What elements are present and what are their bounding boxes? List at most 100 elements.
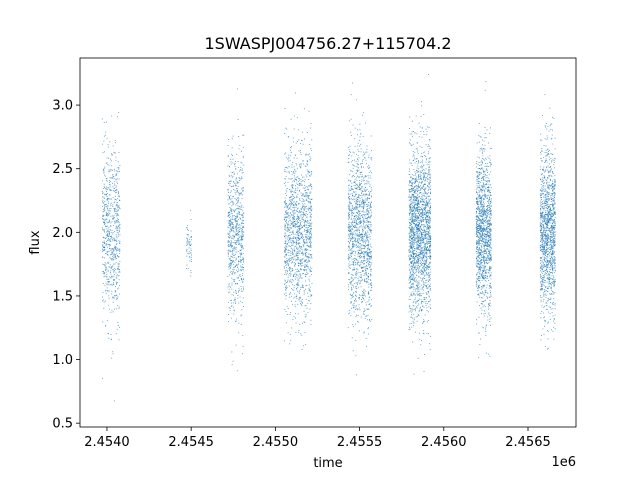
data-point (240, 218, 241, 220)
data-point (301, 262, 303, 264)
data-point (115, 248, 117, 250)
data-point (367, 214, 369, 215)
data-point (108, 304, 110, 306)
data-point (351, 228, 353, 230)
data-point (357, 218, 358, 219)
data-point (285, 203, 287, 205)
data-point (416, 199, 418, 201)
data-point (112, 176, 114, 178)
data-point (305, 206, 307, 208)
data-point (350, 180, 352, 182)
data-point (352, 269, 354, 270)
data-point (308, 269, 310, 271)
data-point (235, 220, 236, 222)
data-point (363, 236, 365, 238)
data-point (297, 303, 299, 305)
data-point (413, 211, 415, 213)
data-point (116, 213, 118, 215)
data-point (362, 190, 363, 192)
data-point (363, 245, 365, 247)
data-point (107, 163, 109, 165)
data-point (359, 204, 361, 205)
data-point (104, 275, 106, 277)
data-point (117, 234, 119, 236)
data-point (364, 157, 366, 159)
data-point (369, 170, 371, 172)
data-point (109, 184, 111, 186)
data-point (288, 274, 290, 276)
data-point (350, 238, 352, 240)
data-point (419, 237, 421, 239)
data-point (420, 277, 421, 279)
data-point (241, 222, 243, 224)
data-point (420, 212, 422, 214)
data-point (360, 163, 362, 165)
data-point (428, 263, 429, 265)
data-point (234, 248, 236, 249)
data-point (231, 197, 233, 199)
data-point (309, 211, 310, 213)
data-point (352, 212, 354, 214)
data-point (285, 221, 287, 223)
data-point (103, 247, 105, 248)
data-point (230, 260, 232, 262)
data-point (362, 295, 363, 296)
data-point (232, 236, 234, 237)
data-point (412, 302, 414, 304)
data-point (235, 199, 237, 201)
data-point (297, 226, 299, 227)
data-point (114, 188, 115, 189)
data-point (112, 233, 114, 235)
data-point (305, 255, 306, 257)
data-point (418, 258, 420, 260)
data-point (309, 232, 311, 234)
data-point (190, 252, 192, 254)
data-point (371, 159, 372, 161)
data-point (118, 193, 119, 195)
data-point (233, 313, 235, 315)
data-point (309, 291, 311, 293)
data-point (424, 238, 426, 239)
data-point (359, 330, 360, 332)
data-point (304, 219, 306, 221)
data-point (364, 204, 366, 206)
data-point (295, 206, 297, 208)
data-point (116, 257, 117, 259)
data-point (286, 128, 288, 130)
data-point (293, 315, 295, 317)
data-point (293, 253, 294, 255)
data-point (288, 255, 290, 257)
data-point (114, 240, 116, 241)
data-point (230, 236, 232, 238)
data-point (425, 237, 427, 239)
data-point (302, 219, 304, 220)
data-point (240, 315, 242, 317)
data-point (366, 198, 368, 200)
data-point (289, 200, 291, 202)
data-point (414, 181, 416, 182)
data-point (360, 255, 361, 257)
data-point (366, 193, 367, 195)
data-point (358, 157, 360, 159)
data-point (229, 246, 231, 247)
data-point (289, 261, 290, 263)
data-point (301, 140, 303, 141)
data-point (241, 239, 243, 240)
data-point (228, 242, 230, 243)
data-point (411, 177, 413, 179)
data-point (419, 254, 421, 255)
data-point (362, 211, 364, 213)
data-point (228, 246, 229, 247)
data-point (295, 276, 297, 278)
data-point (354, 209, 356, 211)
data-point (239, 192, 241, 194)
data-point (359, 215, 361, 217)
data-point (118, 248, 119, 250)
data-point (115, 174, 117, 176)
data-point (304, 193, 306, 195)
data-point (118, 222, 120, 223)
data-point (284, 262, 286, 264)
data-point (418, 162, 420, 164)
data-point (238, 234, 240, 236)
data-point (291, 195, 293, 197)
